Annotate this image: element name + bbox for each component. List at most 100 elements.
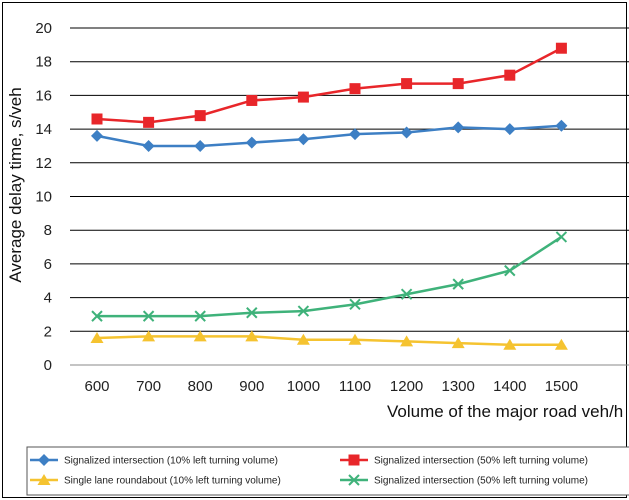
x-tick-label-1400: 1400 bbox=[493, 378, 526, 395]
legend-marker-3 bbox=[37, 474, 51, 485]
series-1-line bbox=[96, 124, 562, 148]
legend-label-3: Single lane roundabout (10% left turning… bbox=[64, 476, 281, 487]
series-4-point-1500 bbox=[555, 231, 568, 243]
legend-label-2: Signalized intersection (50% left turnin… bbox=[374, 456, 588, 467]
series-4-point-900-stroke-b bbox=[246, 307, 258, 319]
series-4-point-1400 bbox=[504, 264, 516, 277]
series-3-point-1100 bbox=[348, 333, 362, 345]
series-4-point-1000 bbox=[297, 305, 310, 317]
x-tick-label-700: 700 bbox=[136, 378, 161, 395]
series-2-point-900 bbox=[246, 94, 258, 106]
series-4-point-1400-stroke-b bbox=[504, 264, 516, 277]
series-3-point-600 bbox=[90, 332, 104, 344]
series-4-point-1300-stroke-b bbox=[452, 278, 464, 290]
series-3-point-800 bbox=[193, 330, 207, 342]
series-4 bbox=[91, 231, 568, 322]
series-2-point-1100 bbox=[349, 83, 361, 95]
y-tick-label-12: 12 bbox=[35, 155, 52, 172]
series-4-point-1500-stroke-b bbox=[555, 231, 568, 243]
series-4-point-600-stroke-b bbox=[91, 310, 103, 322]
series-2-point-600 bbox=[91, 113, 103, 125]
series-4-point-1300 bbox=[452, 278, 464, 290]
series-2 bbox=[91, 42, 567, 128]
legend-box bbox=[26, 446, 629, 496]
series-3-point-1400 bbox=[503, 338, 517, 350]
legend-entry-2: Signalized intersection (50% left turnin… bbox=[340, 454, 588, 467]
series-2-point-1000 bbox=[297, 91, 309, 103]
legend-marker-4 bbox=[348, 474, 360, 486]
y-tick-labels: 0 2 4 6 8 10 12 14 16 18 20 bbox=[35, 20, 52, 374]
series-1-point-700 bbox=[142, 139, 155, 152]
series-4-point-800 bbox=[194, 310, 206, 322]
x-tick-label-600: 600 bbox=[84, 378, 109, 395]
series-1-point-1200 bbox=[400, 126, 413, 139]
series-1-point-1000 bbox=[297, 133, 310, 146]
x-tick-label-1200: 1200 bbox=[390, 378, 423, 395]
legend-marker-2 bbox=[348, 454, 360, 466]
legend-marker-4-stroke-b bbox=[348, 474, 360, 486]
legend-label-4: Signalized intersection (50% left turnin… bbox=[374, 476, 588, 487]
x-tick-label-1500: 1500 bbox=[545, 378, 578, 395]
series-1-point-600 bbox=[91, 129, 103, 142]
series-4-point-600 bbox=[91, 310, 103, 322]
legend-entry-4: Signalized intersection (50% left turnin… bbox=[340, 474, 588, 487]
y-axis-label: Average delay time, s/veh bbox=[6, 87, 25, 282]
y-tick-label-18: 18 bbox=[35, 54, 52, 71]
y-tick-label-0: 0 bbox=[44, 357, 52, 374]
series-4-point-800-stroke-b bbox=[194, 310, 206, 322]
series-1-point-900 bbox=[245, 136, 258, 149]
series-3-point-700 bbox=[142, 330, 156, 342]
series-4-point-1100-stroke-b bbox=[349, 298, 361, 311]
gridlines bbox=[70, 27, 629, 332]
series-4-point-1200-stroke-b bbox=[400, 288, 413, 300]
series-1-point-1500 bbox=[555, 119, 568, 132]
y-tick-label-16: 16 bbox=[35, 87, 52, 104]
x-tick-label-1000: 1000 bbox=[287, 378, 320, 395]
series-4-point-700-stroke-b bbox=[142, 310, 155, 322]
x-axis-label: Volume of the major road veh/h bbox=[387, 402, 623, 421]
series-1-point-1100 bbox=[349, 128, 361, 141]
series-3-point-1200 bbox=[400, 335, 414, 347]
series-2-point-700 bbox=[143, 116, 155, 128]
legend-entry-1: Signalized intersection (10% left turnin… bbox=[30, 454, 278, 467]
x-tick-label-900: 900 bbox=[239, 378, 264, 395]
series-2-point-1500 bbox=[555, 42, 567, 54]
y-tick-label-4: 4 bbox=[44, 290, 52, 307]
series-4-point-700 bbox=[142, 310, 155, 322]
y-tick-label-2: 2 bbox=[44, 323, 52, 340]
series-4-point-900 bbox=[246, 307, 258, 319]
y-tick-label-14: 14 bbox=[35, 121, 52, 138]
y-tick-label-6: 6 bbox=[44, 256, 52, 273]
series-2-point-1300 bbox=[452, 78, 464, 90]
series-2-line bbox=[96, 47, 562, 124]
legend-entry-3: Single lane roundabout (10% left turning… bbox=[30, 474, 281, 487]
series-3-point-900 bbox=[245, 330, 259, 342]
y-tick-label-8: 8 bbox=[44, 222, 52, 239]
series-1 bbox=[91, 119, 568, 152]
x-tick-labels: 600 700 800 900 1000 1100 1200 1300 1400 1500 bbox=[84, 378, 578, 395]
series-3-point-1000 bbox=[296, 333, 310, 345]
series-4-point-1000-stroke-b bbox=[297, 305, 310, 317]
series-1-point-800 bbox=[194, 139, 207, 152]
legend-marker-1 bbox=[38, 454, 50, 466]
series-3 bbox=[90, 330, 568, 350]
x-tick-label-800: 800 bbox=[188, 378, 213, 395]
series-4-line bbox=[97, 235, 563, 318]
y-tick-label-10: 10 bbox=[35, 189, 52, 206]
x-tick-label-1100: 1100 bbox=[339, 378, 371, 395]
series-2-point-1200 bbox=[401, 78, 413, 90]
legend: Signalized intersection (10% left turnin… bbox=[30, 454, 588, 487]
series-1-point-1300 bbox=[452, 121, 465, 134]
legend-label-1: Signalized intersection (10% left turnin… bbox=[64, 456, 278, 467]
series-1-point-1400 bbox=[503, 123, 516, 136]
series-2-point-800 bbox=[194, 110, 206, 122]
series-4-point-1100 bbox=[349, 298, 361, 311]
x-tick-label-1300: 1300 bbox=[442, 378, 475, 395]
y-tick-label-20: 20 bbox=[35, 20, 52, 37]
series-group bbox=[90, 42, 568, 350]
series-4-point-1200 bbox=[400, 288, 413, 300]
series-2-point-1400 bbox=[504, 69, 516, 81]
series-3-point-1300 bbox=[451, 337, 465, 349]
